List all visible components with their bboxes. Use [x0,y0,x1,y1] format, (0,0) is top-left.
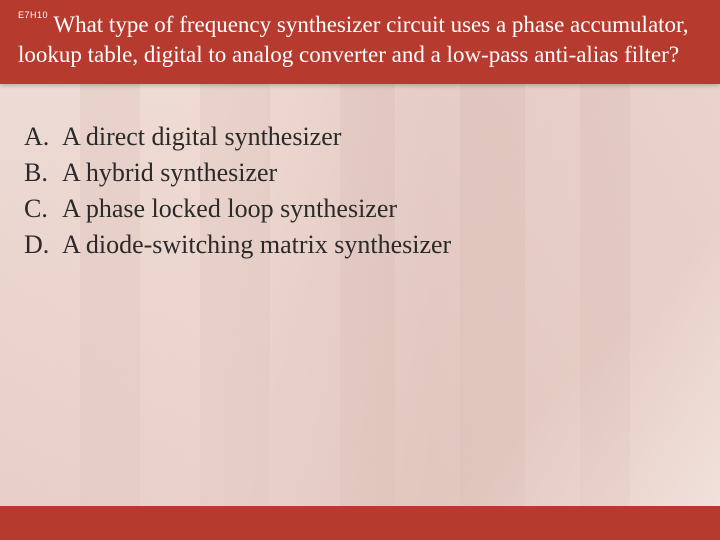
answer-text: A diode-switching matrix synthesizer [62,230,696,260]
answer-letter: B. [24,158,62,188]
question-code: E7H10 [18,10,48,20]
answer-option: A. A direct digital synthesizer [24,122,696,152]
answer-option: C. A phase locked loop synthesizer [24,194,696,224]
answer-text: A phase locked loop synthesizer [62,194,696,224]
answer-text: A hybrid synthesizer [62,158,696,188]
answer-option: D. A diode-switching matrix synthesizer [24,230,696,260]
question-header: E7H10 What type of frequency synthesizer… [0,0,720,84]
answers-list: A. A direct digital synthesizer B. A hyb… [0,84,720,260]
bottom-bar [0,506,720,540]
answer-option: B. A hybrid synthesizer [24,158,696,188]
question-text: E7H10 What type of frequency synthesizer… [18,10,702,70]
question-body: What type of frequency synthesizer circu… [18,12,689,67]
answer-text: A direct digital synthesizer [62,122,696,152]
answer-letter: D. [24,230,62,260]
answer-letter: A. [24,122,62,152]
answer-letter: C. [24,194,62,224]
